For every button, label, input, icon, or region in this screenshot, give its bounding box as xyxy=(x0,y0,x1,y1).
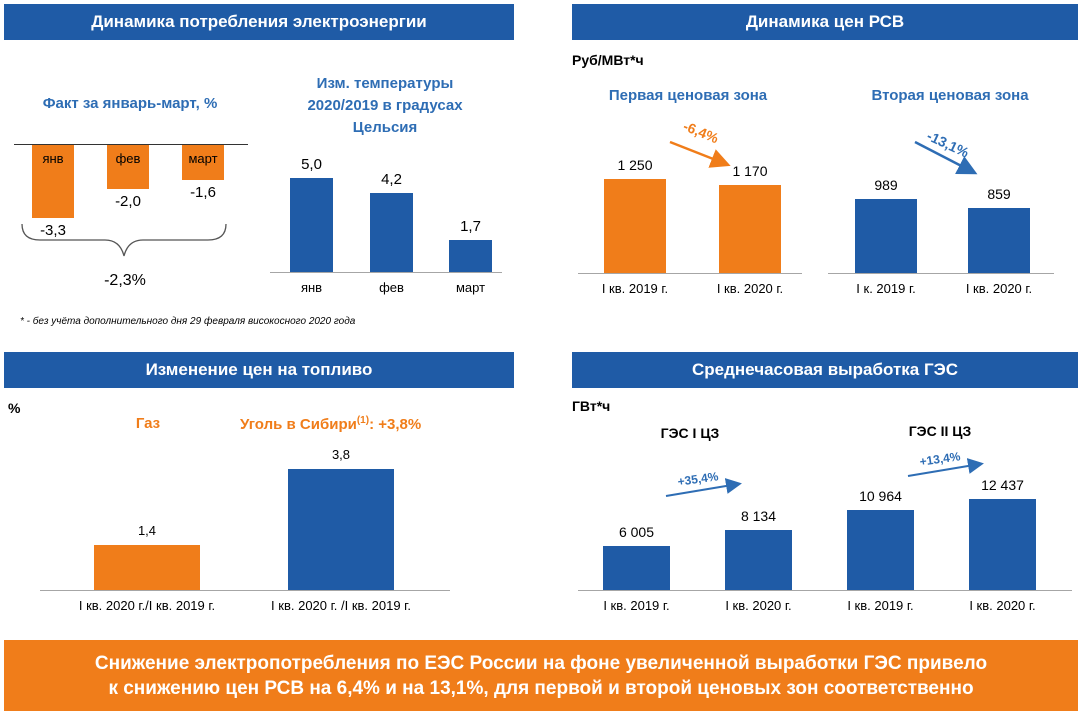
hydro-bar-2 xyxy=(847,509,914,590)
zone2-value-0: 989 xyxy=(874,176,898,193)
temperature-value-0: 5,0 xyxy=(301,156,322,173)
conclusion-line-1: Снижение электропотребления по ЕЭС Росси… xyxy=(94,652,988,674)
temperature-category-2: март xyxy=(455,280,486,295)
consumption-total-label: -2,3% xyxy=(104,272,146,289)
fuel-panel-title: Изменение цен на топливо xyxy=(4,352,514,388)
zone2-axis xyxy=(828,273,1054,274)
consumption-bar-1 xyxy=(107,145,149,190)
consumption-panel-title: Динамика потребления электроэнергии xyxy=(4,4,514,40)
consumption-bar-2 xyxy=(182,145,224,181)
consumption-axis xyxy=(14,144,248,145)
zone2-title: Вторая ценовая зона xyxy=(871,87,1029,104)
hydro-value-3: 12 437 xyxy=(981,477,1024,493)
zone1-value-1: 1 170 xyxy=(732,163,768,180)
conclusion-banner: Снижение электропотребления по ЕЭС Росси… xyxy=(4,640,1078,711)
prices-panel-title: Динамика цен РСВ xyxy=(572,4,1078,40)
fuel-unit: % xyxy=(8,400,21,416)
consumption-category-2: март xyxy=(188,151,218,166)
fuel-value-1: 3,8 xyxy=(331,447,351,462)
hydro-value-1: 8 134 xyxy=(740,508,777,525)
zone2-category-1: I кв. 2020 г. xyxy=(965,281,1033,296)
consumption-value-0: -3,3 xyxy=(40,222,66,239)
hydro-zone2-change-arrow xyxy=(907,458,984,477)
temperature-value-2: 1,7 xyxy=(460,218,481,236)
hydro-category-2: I кв. 2019 г. xyxy=(847,598,914,613)
hydro-axis xyxy=(578,590,1072,591)
fuel-bar-1 xyxy=(288,469,394,590)
temperature-category-1: фев xyxy=(379,280,404,295)
temperature-category-0: янв xyxy=(300,280,323,295)
zone2-value-1: 859 xyxy=(987,186,1011,203)
fuel-bar-0 xyxy=(94,545,200,590)
zone2-category-0: I к. 2019 г. xyxy=(856,281,916,296)
hydro-category-0: I кв. 2019 г. xyxy=(603,598,670,613)
consumption-category-0: янв xyxy=(42,151,64,166)
footnote: * - без учёта дополнительного дня 29 фев… xyxy=(20,316,356,327)
fuel-category-0: I кв. 2020 г./I кв. 2019 г. xyxy=(78,598,216,613)
temperature-value-1: 4,2 xyxy=(381,171,402,189)
temperature-bar-2 xyxy=(449,240,492,272)
consumption-bar-0 xyxy=(32,145,74,218)
consumption-chart-title: Факт за январь-март, % xyxy=(42,95,218,112)
zone1-bar-1 xyxy=(719,185,781,273)
zone1-category-1: I кв. 2020 г. xyxy=(716,281,784,296)
temperature-chart-title: Изм. температуры 2020/2019 в градусах Це… xyxy=(307,75,463,136)
hydro-category-3: I кв. 2020 г. xyxy=(969,598,1036,613)
zone1-value-0: 1 250 xyxy=(617,157,653,173)
hydro-bar-1 xyxy=(725,530,792,590)
fuel-value-0: 1,4 xyxy=(137,523,157,539)
consumption-value-1: -2,0 xyxy=(115,193,141,211)
temperature-bar-0 xyxy=(290,178,333,272)
temperature-axis xyxy=(270,272,502,273)
zone2-bar-0 xyxy=(855,198,917,273)
zone1-title: Первая ценовая зона xyxy=(608,87,768,104)
hydro-value-0: 6 005 xyxy=(618,524,655,541)
hydro-category-1: I кв. 2020 г. xyxy=(725,598,792,613)
zone1-bar-0 xyxy=(604,179,666,273)
fuel-category-1: I кв. 2020 г. /I кв. 2019 г. xyxy=(271,598,411,613)
hydro-bar-3 xyxy=(969,499,1036,590)
fuel-axis xyxy=(40,590,450,591)
hydro-panel-title: Среднечасовая выработка ГЭС xyxy=(572,352,1078,388)
zone2-change-arrow xyxy=(914,140,978,175)
hydro-value-2: 10 964 xyxy=(859,487,902,504)
temperature-bar-1 xyxy=(370,193,413,272)
zone1-axis xyxy=(578,273,802,274)
zone1-category-0: I кв. 2019 г. xyxy=(601,281,669,296)
coal-title: Уголь в Сибири(1): +3,8% xyxy=(240,415,422,433)
zone1-change-arrow xyxy=(669,140,731,168)
hydro-zone2-title: ГЭС II ЦЗ xyxy=(908,423,972,439)
hydro-unit: ГВт*ч xyxy=(572,398,611,414)
total-brace xyxy=(21,223,227,257)
consumption-value-2: -1,6 xyxy=(190,184,216,202)
prices-unit: Руб/МВт*ч xyxy=(572,52,644,68)
hydro-zone1-change-arrow xyxy=(665,478,742,497)
hydro-bar-0 xyxy=(603,546,670,590)
gas-title: Газ xyxy=(135,415,161,432)
consumption-category-1: фев xyxy=(115,151,141,166)
zone2-bar-1 xyxy=(968,208,1030,273)
hydro-zone1-title: ГЭС I ЦЗ xyxy=(660,425,720,441)
conclusion-line-2: к снижению цен РСВ на 6,4% и на 13,1%, д… xyxy=(108,677,974,699)
